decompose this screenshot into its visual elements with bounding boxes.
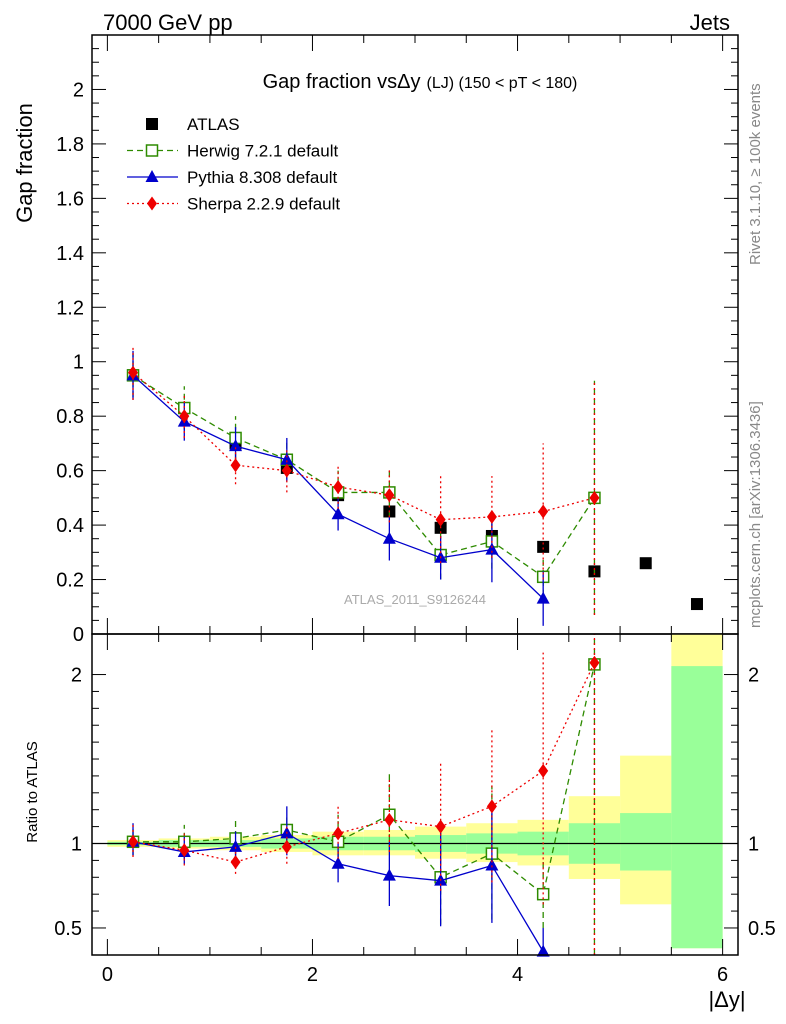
main-y-tick-label: 0.6: [56, 461, 84, 483]
pythia-point: [382, 531, 396, 544]
energy-label: 7000 GeV pp: [103, 10, 233, 35]
sherpa-point: [486, 509, 497, 524]
main-y-axis-label: Gap fraction: [12, 103, 37, 223]
ratio-y-tick-label: 2: [748, 665, 759, 687]
sherpa-ratio-point: [589, 655, 600, 670]
herwig-ratio-line: [133, 664, 596, 896]
ratio-y-axis-label: Ratio to ATLAS: [24, 741, 41, 842]
x-tick-label: 0: [102, 964, 113, 986]
title-variable: Δy: [397, 71, 420, 93]
ratio-y-tick-label: 1: [71, 833, 82, 855]
sherpa-ratio-point: [486, 799, 497, 814]
sherpa-legend-label: Sherpa 2.2.9 default: [187, 195, 340, 214]
x-tick-label: 6: [717, 964, 728, 986]
ratio-plot-area: 0 2 4 6 0.5 0.5 1 1 2 2: [54, 633, 776, 986]
sherpa-ratio-point: [128, 834, 139, 849]
sherpa-ratio-point: [281, 839, 292, 854]
sherpa-ratio-point: [384, 812, 395, 827]
data-legend-label: ATLAS: [187, 115, 240, 134]
sherpa-ratio-point: [538, 763, 549, 778]
pythia-point: [229, 439, 243, 452]
sherpa-point: [281, 463, 292, 478]
x-tick-label: 2: [307, 964, 318, 986]
x-axis-label: |Δy|: [708, 987, 745, 1012]
pythia-point: [331, 507, 345, 520]
category-label: Jets: [690, 10, 730, 35]
main-y-tick-label: 0.4: [56, 515, 84, 537]
sherpa-ratio-point: [435, 819, 446, 834]
sherpa-point: [179, 409, 190, 424]
sherpa-point: [435, 512, 446, 527]
sherpa-ratio-point: [333, 826, 344, 841]
sherpa-point: [538, 504, 549, 519]
uncertainty-band-inner: [671, 666, 723, 949]
rivet-label: Rivet 3.1.10, ≥ 100k events: [747, 83, 764, 265]
pythia-point: [536, 591, 550, 604]
pythia-ratio-point: [536, 944, 550, 957]
data-point: [690, 598, 703, 611]
sherpa-line: [132, 372, 595, 521]
legend: ATLAS Herwig 7.2.1 default Pythia 8.308 de…: [127, 115, 340, 214]
sherpa-legend-marker: [147, 196, 157, 211]
plot-title: Gap fraction vsΔy (LJ) (150 < pT < 180): [263, 71, 578, 93]
main-y-tick-label: 0: [73, 624, 84, 646]
mcplots-label: mcplots.cern.ch [arXiv:1306.3436]: [747, 401, 764, 628]
main-y-tick-label: 1.6: [56, 188, 84, 210]
main-y-tick-label: 1.8: [56, 134, 84, 156]
data-legend-marker: [146, 118, 158, 130]
pythia-ratio-point: [485, 858, 499, 871]
uncertainty-band-inner: [620, 813, 672, 871]
ratio-y-tick-label: 0.5: [748, 918, 776, 940]
pythia-point: [280, 452, 294, 465]
main-y-tick-label: 1.2: [56, 297, 84, 319]
herwig-legend-label: Herwig 7.2.1 default: [187, 142, 338, 161]
herwig-legend-marker: [145, 144, 159, 157]
sherpa-point: [384, 488, 395, 503]
ratio-y-tick-label: 1: [748, 833, 759, 855]
main-plot-area: 0 0.2 0.4 0.6 0.8 1 1.2 1.4 1.6 1.8 2: [56, 34, 739, 646]
pythia-legend-label: Pythia 8.308 default: [187, 168, 338, 187]
main-y-tick-label: 1.4: [56, 243, 84, 265]
sherpa-point: [333, 479, 344, 494]
data-point: [537, 540, 550, 553]
sherpa-ratio-point: [179, 843, 190, 858]
main-y-tick-label: 2: [73, 79, 84, 101]
main-y-tick-label: 1: [73, 352, 84, 374]
main-y-tick-label: 0.2: [56, 570, 84, 592]
pythia-legend-marker: [145, 170, 159, 182]
data-point: [639, 557, 652, 570]
sherpa-point: [128, 365, 139, 380]
sherpa-ratio-point: [230, 855, 241, 870]
ratio-y-tick-label: 2: [71, 665, 82, 687]
analysis-watermark: ATLAS_2011_S9126244: [344, 592, 486, 607]
title-suffix: (LJ) (150 < pT < 180): [426, 75, 577, 92]
title-prefix: Gap fraction vs: [263, 71, 398, 93]
sherpa-point: [230, 458, 241, 473]
ratio-frame: [91, 633, 739, 956]
ratio-y-tick-label: 0.5: [54, 918, 82, 940]
sherpa-point: [589, 490, 600, 505]
pythia-ratio-point: [229, 839, 243, 852]
main-y-tick-label: 0.8: [56, 406, 84, 428]
pythia-point: [485, 542, 499, 555]
pythia-ratio-point: [331, 856, 345, 869]
herwig-line: [132, 374, 595, 578]
pythia-ratio-point: [382, 868, 396, 881]
x-tick-label: 4: [512, 964, 523, 986]
